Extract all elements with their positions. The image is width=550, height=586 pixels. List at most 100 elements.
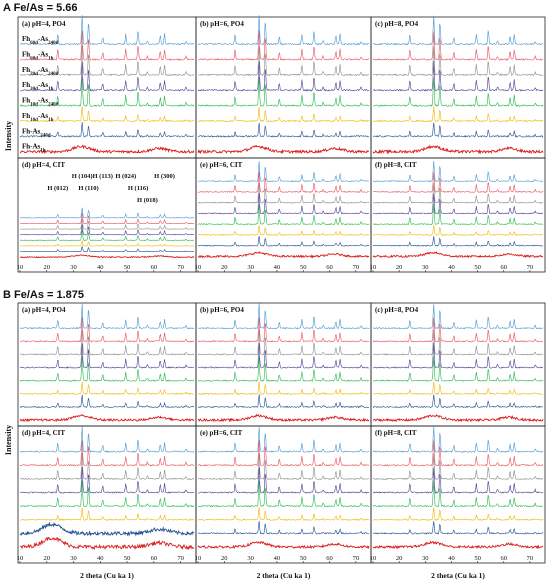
x-tick-label: 10 — [17, 555, 24, 562]
series-line-trace-6 — [19, 381, 194, 395]
x-axis-label: 2 theta (Cu ka 1) — [431, 571, 485, 580]
series-line-trace-1 — [20, 303, 195, 330]
x-tick-label: 40 — [448, 264, 455, 271]
x-axis-label: 2 theta (Cu ka 1) — [80, 571, 134, 580]
series-line-trace-6 — [372, 224, 543, 236]
series-line-trace-2 — [197, 440, 370, 467]
panel-Bb: (b) pH=6, PO4 — [195, 302, 372, 427]
panel-title: (e) pH=6, CIT — [200, 429, 243, 437]
series-line-trace-7 — [19, 521, 195, 537]
x-tick-label: 40 — [97, 264, 104, 271]
series-line-trace-5 — [19, 356, 195, 382]
series-line-trace-1 — [372, 304, 544, 330]
series-line-trace-3 — [19, 218, 195, 230]
series-line-trace-2 — [372, 172, 544, 193]
series-line-trace-2 — [198, 171, 370, 193]
series-line-trace-7 — [197, 122, 370, 138]
x-tick-label: 60 — [501, 264, 508, 271]
series-line-trace-6 — [20, 239, 194, 247]
series-line-trace-4 — [20, 467, 195, 494]
series-line-Fh60d-As1h — [19, 31, 195, 61]
series-line-trace-8 — [372, 540, 544, 550]
series-line-trace-2 — [372, 317, 544, 343]
series-line-trace-7 — [372, 236, 544, 247]
section-title: B Fe/As = 1.875 — [3, 289, 84, 301]
peak-annotation: H (012) — [47, 185, 68, 192]
series-line-trace-7 — [372, 521, 544, 535]
series-line-trace-1 — [197, 15, 370, 46]
series-line-trace-4 — [197, 343, 370, 369]
panel-frame — [370, 425, 546, 564]
legend-entry: Fh60d-As1h — [22, 50, 54, 61]
x-tick-label: 30 — [422, 264, 429, 271]
panel-Aa: (a) pH=4, PO4 Fh60d-As240d Fh60d-As1h Fh30d… — [17, 15, 197, 159]
series-line-trace-2 — [197, 317, 370, 343]
x-tick-label: 10 — [370, 555, 377, 562]
x-tick-label: 20 — [44, 555, 51, 562]
series-line-trace-5 — [372, 356, 544, 382]
series-line-trace-6 — [372, 381, 544, 395]
panel-Ac: (c) pH=8, PO4 — [370, 15, 546, 159]
series-line-trace-7 — [372, 394, 544, 409]
series-line-trace-3 — [19, 453, 195, 481]
series-line-trace-1 — [19, 426, 195, 453]
series-line-trace-5 — [197, 357, 370, 382]
series-line-trace-6 — [373, 507, 544, 521]
x-tick-label: 10 — [195, 555, 202, 562]
series-line-trace-1 — [197, 426, 370, 453]
x-axis-label: 2 theta (Cu ka 1) — [257, 571, 311, 580]
x-tick-label: 70 — [353, 555, 360, 562]
x-tick-label: 60 — [151, 555, 158, 562]
x-tick-label: 50 — [300, 264, 307, 271]
panel-Af: (f) pH=8, CIT 10 20 30 40 50 60 70 — [370, 157, 546, 273]
series-line-trace-5 — [197, 480, 370, 508]
panel-Bc: (c) pH=8, PO4 — [370, 302, 546, 427]
x-tick-label: 50 — [300, 555, 307, 562]
panel-frame — [195, 425, 372, 564]
panel-Bd: (d) pH=4, CIT 10 20 30 40 50 60 70 — [17, 425, 197, 564]
series-line-trace-8 — [19, 414, 195, 423]
panel-title: (e) pH=6, CIT — [200, 161, 243, 169]
x-tick-label: 10 — [370, 264, 377, 271]
x-tick-label: 40 — [274, 555, 281, 562]
series-line-trace-4 — [372, 61, 544, 92]
peak-annotation: H (104) — [72, 173, 93, 180]
x-tick-label: 20 — [221, 555, 228, 562]
series-line-trace-1 — [197, 303, 370, 330]
panel-title: (d) pH=4, CIT — [22, 429, 65, 437]
series-line-trace-3 — [197, 47, 369, 77]
series-line-trace-6 — [198, 106, 370, 123]
x-tick-label: 70 — [177, 555, 184, 562]
x-tick-label: 30 — [247, 555, 254, 562]
x-tick-label: 50 — [124, 264, 131, 271]
series-line-trace-6 — [197, 381, 370, 395]
series-line-trace-4 — [197, 193, 370, 215]
x-tick-label: 70 — [527, 264, 534, 271]
section-title: A Fe/As = 5.66 — [3, 2, 78, 14]
legend-entry: Fh10d-As1h — [22, 112, 54, 123]
series-line-trace-2 — [197, 30, 370, 61]
series-line-trace-4 — [19, 224, 195, 236]
x-tick-label: 30 — [422, 555, 429, 562]
series-line-trace-3 — [197, 453, 369, 481]
series-line-trace-7 — [197, 235, 370, 247]
x-tick-label: 20 — [396, 264, 403, 271]
panel-Ab: (b) pH=6, PO4 — [195, 15, 372, 159]
series-line-trace-2 — [20, 317, 195, 343]
series-line-trace-5 — [19, 480, 195, 508]
series-line-trace-8 — [19, 536, 195, 551]
series-line-trace-7 — [372, 122, 544, 138]
series-line-trace-7 — [19, 246, 195, 253]
legend-entry: Fh-As240d — [22, 127, 51, 138]
series-line-trace-1 — [372, 426, 544, 453]
series-line-trace-1 — [197, 161, 370, 183]
panel-Ba: (a) pH=4, PO4 — [17, 302, 197, 427]
series-line-trace-5 — [372, 480, 544, 508]
peak-annotation: H (018) — [137, 197, 158, 204]
series-line-trace-8 — [197, 540, 370, 550]
series-line-trace-6 — [19, 507, 195, 521]
legend-entry: Fh-As1h — [22, 143, 46, 154]
series-line-Fh30d-As240d — [19, 45, 195, 77]
peak-annotation: H (113) — [93, 173, 113, 180]
